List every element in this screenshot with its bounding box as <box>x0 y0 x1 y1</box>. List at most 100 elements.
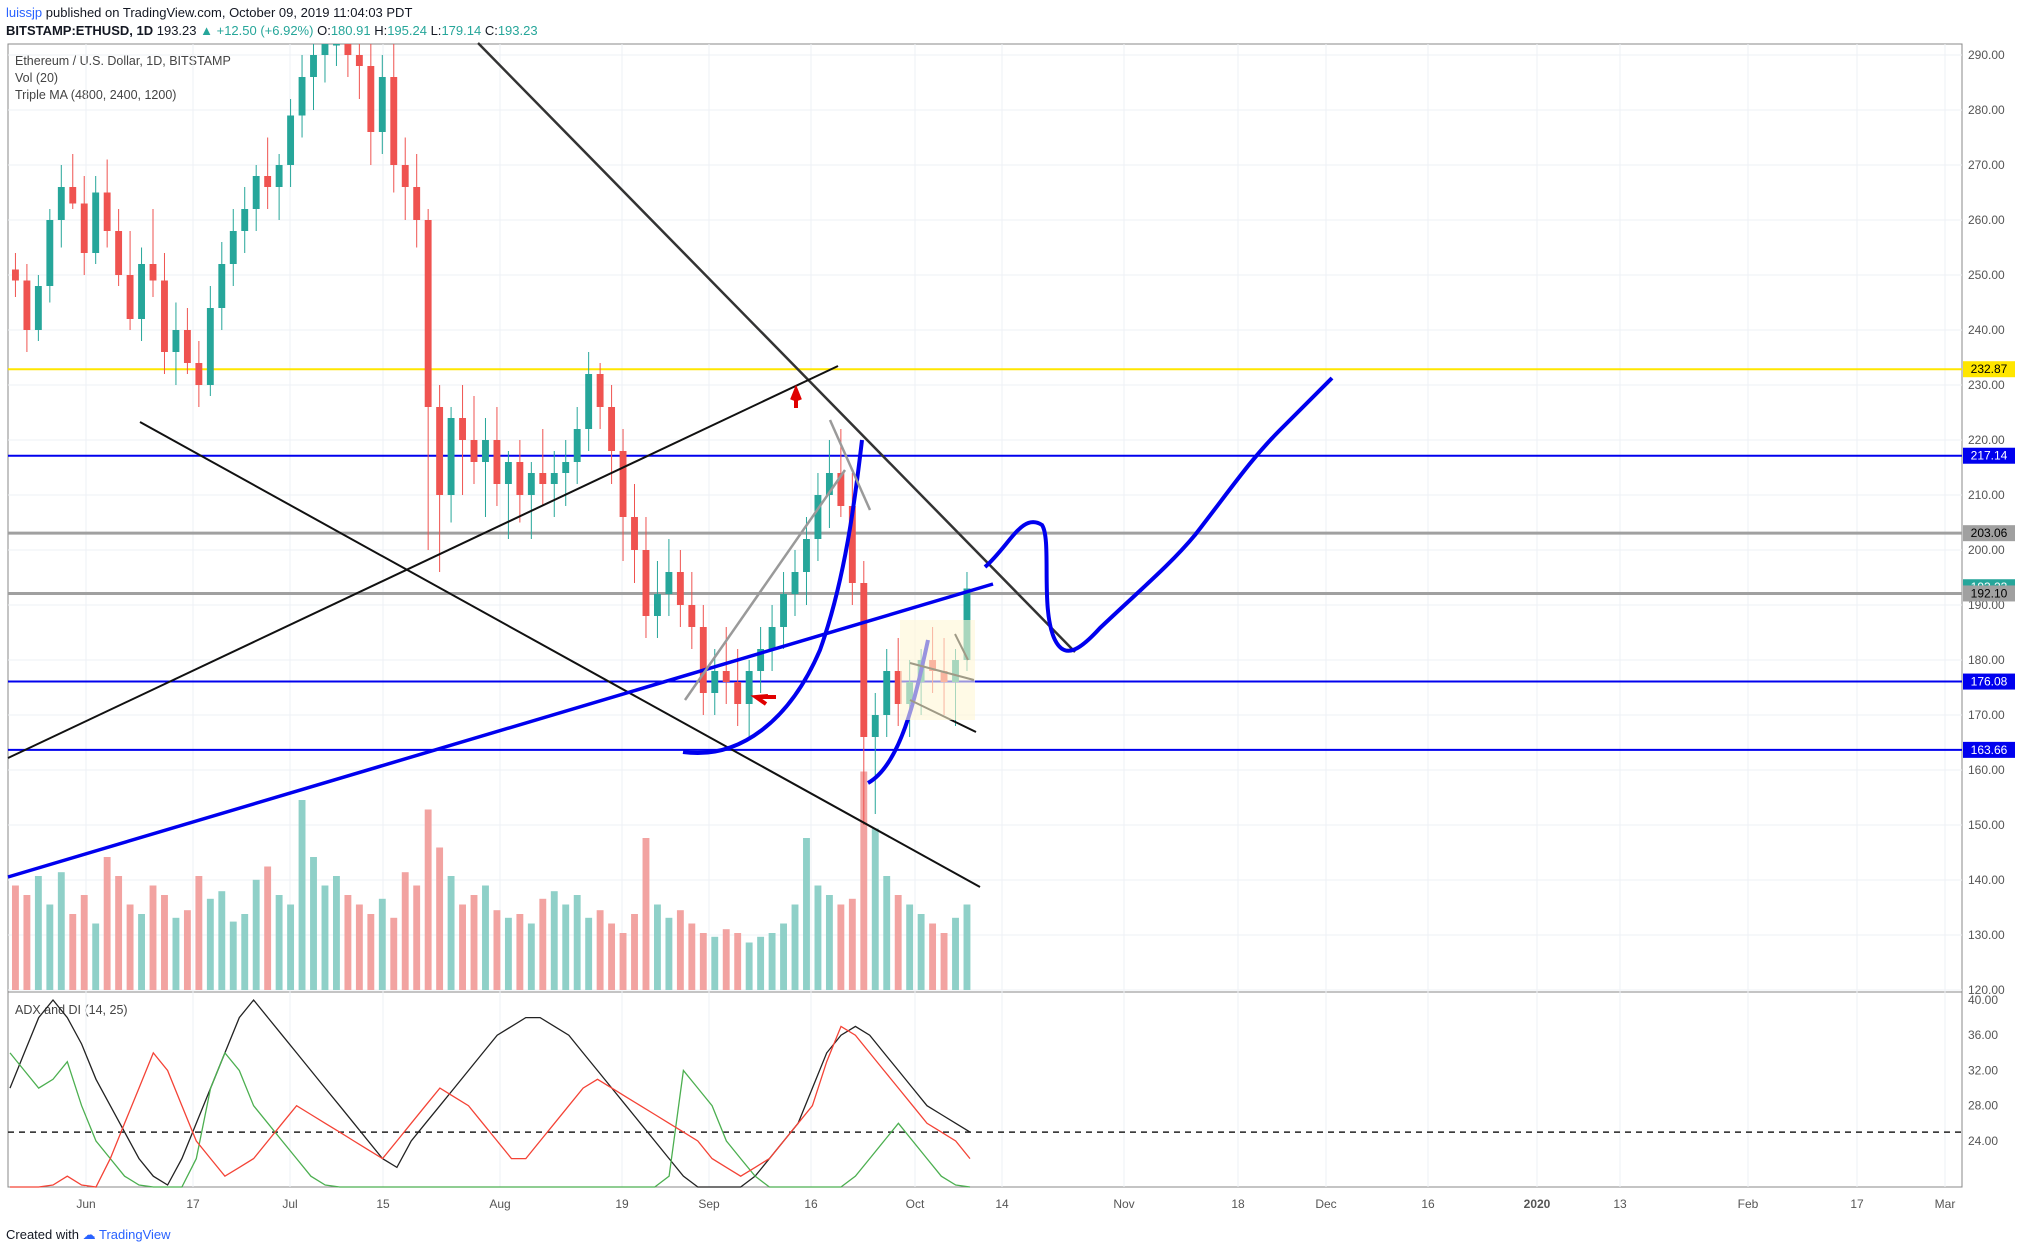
candle-body <box>837 473 845 506</box>
time-tick-label: 14 <box>995 1197 1009 1211</box>
adx-pane <box>8 998 1962 1188</box>
candle-body <box>218 264 226 308</box>
chart-header: luissjp published on TradingView.com, Oc… <box>6 4 538 40</box>
di-minus-line <box>10 1025 971 1188</box>
candle-body <box>34 286 42 330</box>
volume-bar <box>23 895 31 990</box>
candle-body <box>149 264 157 281</box>
open-value: 180.91 <box>330 23 371 38</box>
author-link[interactable]: luissjp <box>6 5 43 20</box>
candle-body <box>665 572 673 594</box>
volume-bar <box>642 838 650 990</box>
candle-body <box>631 517 638 550</box>
price-tag <box>1963 585 2015 602</box>
symbol-name: BITSTAMP:ETHUSD, 1D <box>6 23 154 38</box>
time-tick-label: 13 <box>1613 1197 1627 1211</box>
adx-line <box>9 998 971 1188</box>
volume-bar <box>80 895 88 990</box>
volume-bar <box>378 898 386 990</box>
volume-bar <box>401 872 409 990</box>
candle-body <box>436 407 444 495</box>
candle-body <box>527 473 535 495</box>
price-tick-label: 230.00 <box>1968 378 2005 392</box>
candle-body <box>333 44 340 46</box>
volume-bar <box>470 895 478 990</box>
price-tick-label: 280.00 <box>1968 103 2005 117</box>
volume-bar <box>780 923 787 990</box>
time-tick-label: 18 <box>1231 1197 1245 1211</box>
price-tick-label: 270.00 <box>1968 158 2005 172</box>
volume-bar <box>745 942 753 990</box>
price-tick-label: 160.00 <box>1968 763 2005 777</box>
candle-body <box>206 308 214 385</box>
time-tick-label: Sep <box>698 1197 720 1211</box>
close-value: 193.23 <box>497 23 538 38</box>
candle-body <box>57 187 65 220</box>
candle-body <box>573 429 581 462</box>
time-tick-label: Oct <box>906 1197 925 1211</box>
adx-tick-label: 32.00 <box>1968 1063 1998 1077</box>
candle-body <box>745 671 753 704</box>
candle-body <box>172 330 180 352</box>
candle-body <box>619 451 627 517</box>
volume-bar <box>264 866 272 990</box>
legend-volume: Vol (20) <box>15 71 59 85</box>
adx-tick-label: 36.00 <box>1968 1028 1998 1042</box>
tradingview-link[interactable]: TradingView <box>99 1227 171 1242</box>
volume-bar <box>711 936 719 990</box>
candle-body <box>688 605 696 627</box>
blue-trend-line <box>7 582 994 879</box>
volume-bar <box>562 904 570 990</box>
time-tick-label: Dec <box>1315 1197 1336 1211</box>
candle-body <box>504 462 512 484</box>
volume-bar <box>172 917 180 990</box>
volume-bar <box>195 876 203 990</box>
candle-body <box>12 269 19 281</box>
price-change: ▲ +12.50 (+6.92%) <box>200 23 314 38</box>
legend-triple-ma: Triple MA (4800, 2400, 1200) <box>15 88 177 102</box>
price-tick-label: 120.00 <box>1968 983 2005 997</box>
price-tag <box>1963 447 2015 464</box>
candle-body <box>516 462 524 495</box>
volume-bar <box>952 917 959 990</box>
time-tick-label: Jul <box>282 1197 297 1211</box>
candle-body <box>550 473 558 484</box>
volume-bar <box>631 914 638 990</box>
volume-bar <box>940 933 948 990</box>
candle-body <box>871 715 879 737</box>
price-tag-label: 192.10 <box>1971 586 2008 600</box>
volume-bar <box>241 914 249 990</box>
candle-body <box>447 418 455 495</box>
candle-body <box>287 115 295 165</box>
candle-body <box>355 55 363 66</box>
time-tick-label: 2020 <box>1524 1197 1551 1211</box>
time-tick-label: Nov <box>1113 1197 1134 1211</box>
adx-legend: ADX and DI (14, 25) <box>15 1003 128 1017</box>
volume-bar <box>424 809 432 990</box>
published-info: published on TradingView.com, October 09… <box>45 5 413 20</box>
volume-bar <box>596 910 604 990</box>
candle-body <box>608 407 616 451</box>
candle-body <box>195 363 203 385</box>
candle-body <box>757 649 765 671</box>
volume-bar <box>550 891 558 990</box>
volume-bar <box>493 910 501 990</box>
low-value: 179.14 <box>441 23 482 38</box>
volume-bar <box>573 895 581 990</box>
volume-bar <box>803 838 810 990</box>
time-tick-label: 16 <box>1421 1197 1435 1211</box>
candle-body <box>585 374 593 429</box>
time-tick-label: 17 <box>186 1197 200 1211</box>
volume-bar <box>275 895 283 990</box>
volume-bar <box>688 923 696 990</box>
volume-bar <box>447 876 455 990</box>
volume-bar <box>333 876 340 990</box>
horizontal-levels <box>8 368 1962 751</box>
candle-body <box>241 209 249 231</box>
price-tag-label: 217.14 <box>1971 449 2008 463</box>
candle-body <box>378 77 386 132</box>
volume-bar <box>722 929 730 990</box>
volume-bar <box>367 914 375 990</box>
candle-body <box>126 275 134 319</box>
